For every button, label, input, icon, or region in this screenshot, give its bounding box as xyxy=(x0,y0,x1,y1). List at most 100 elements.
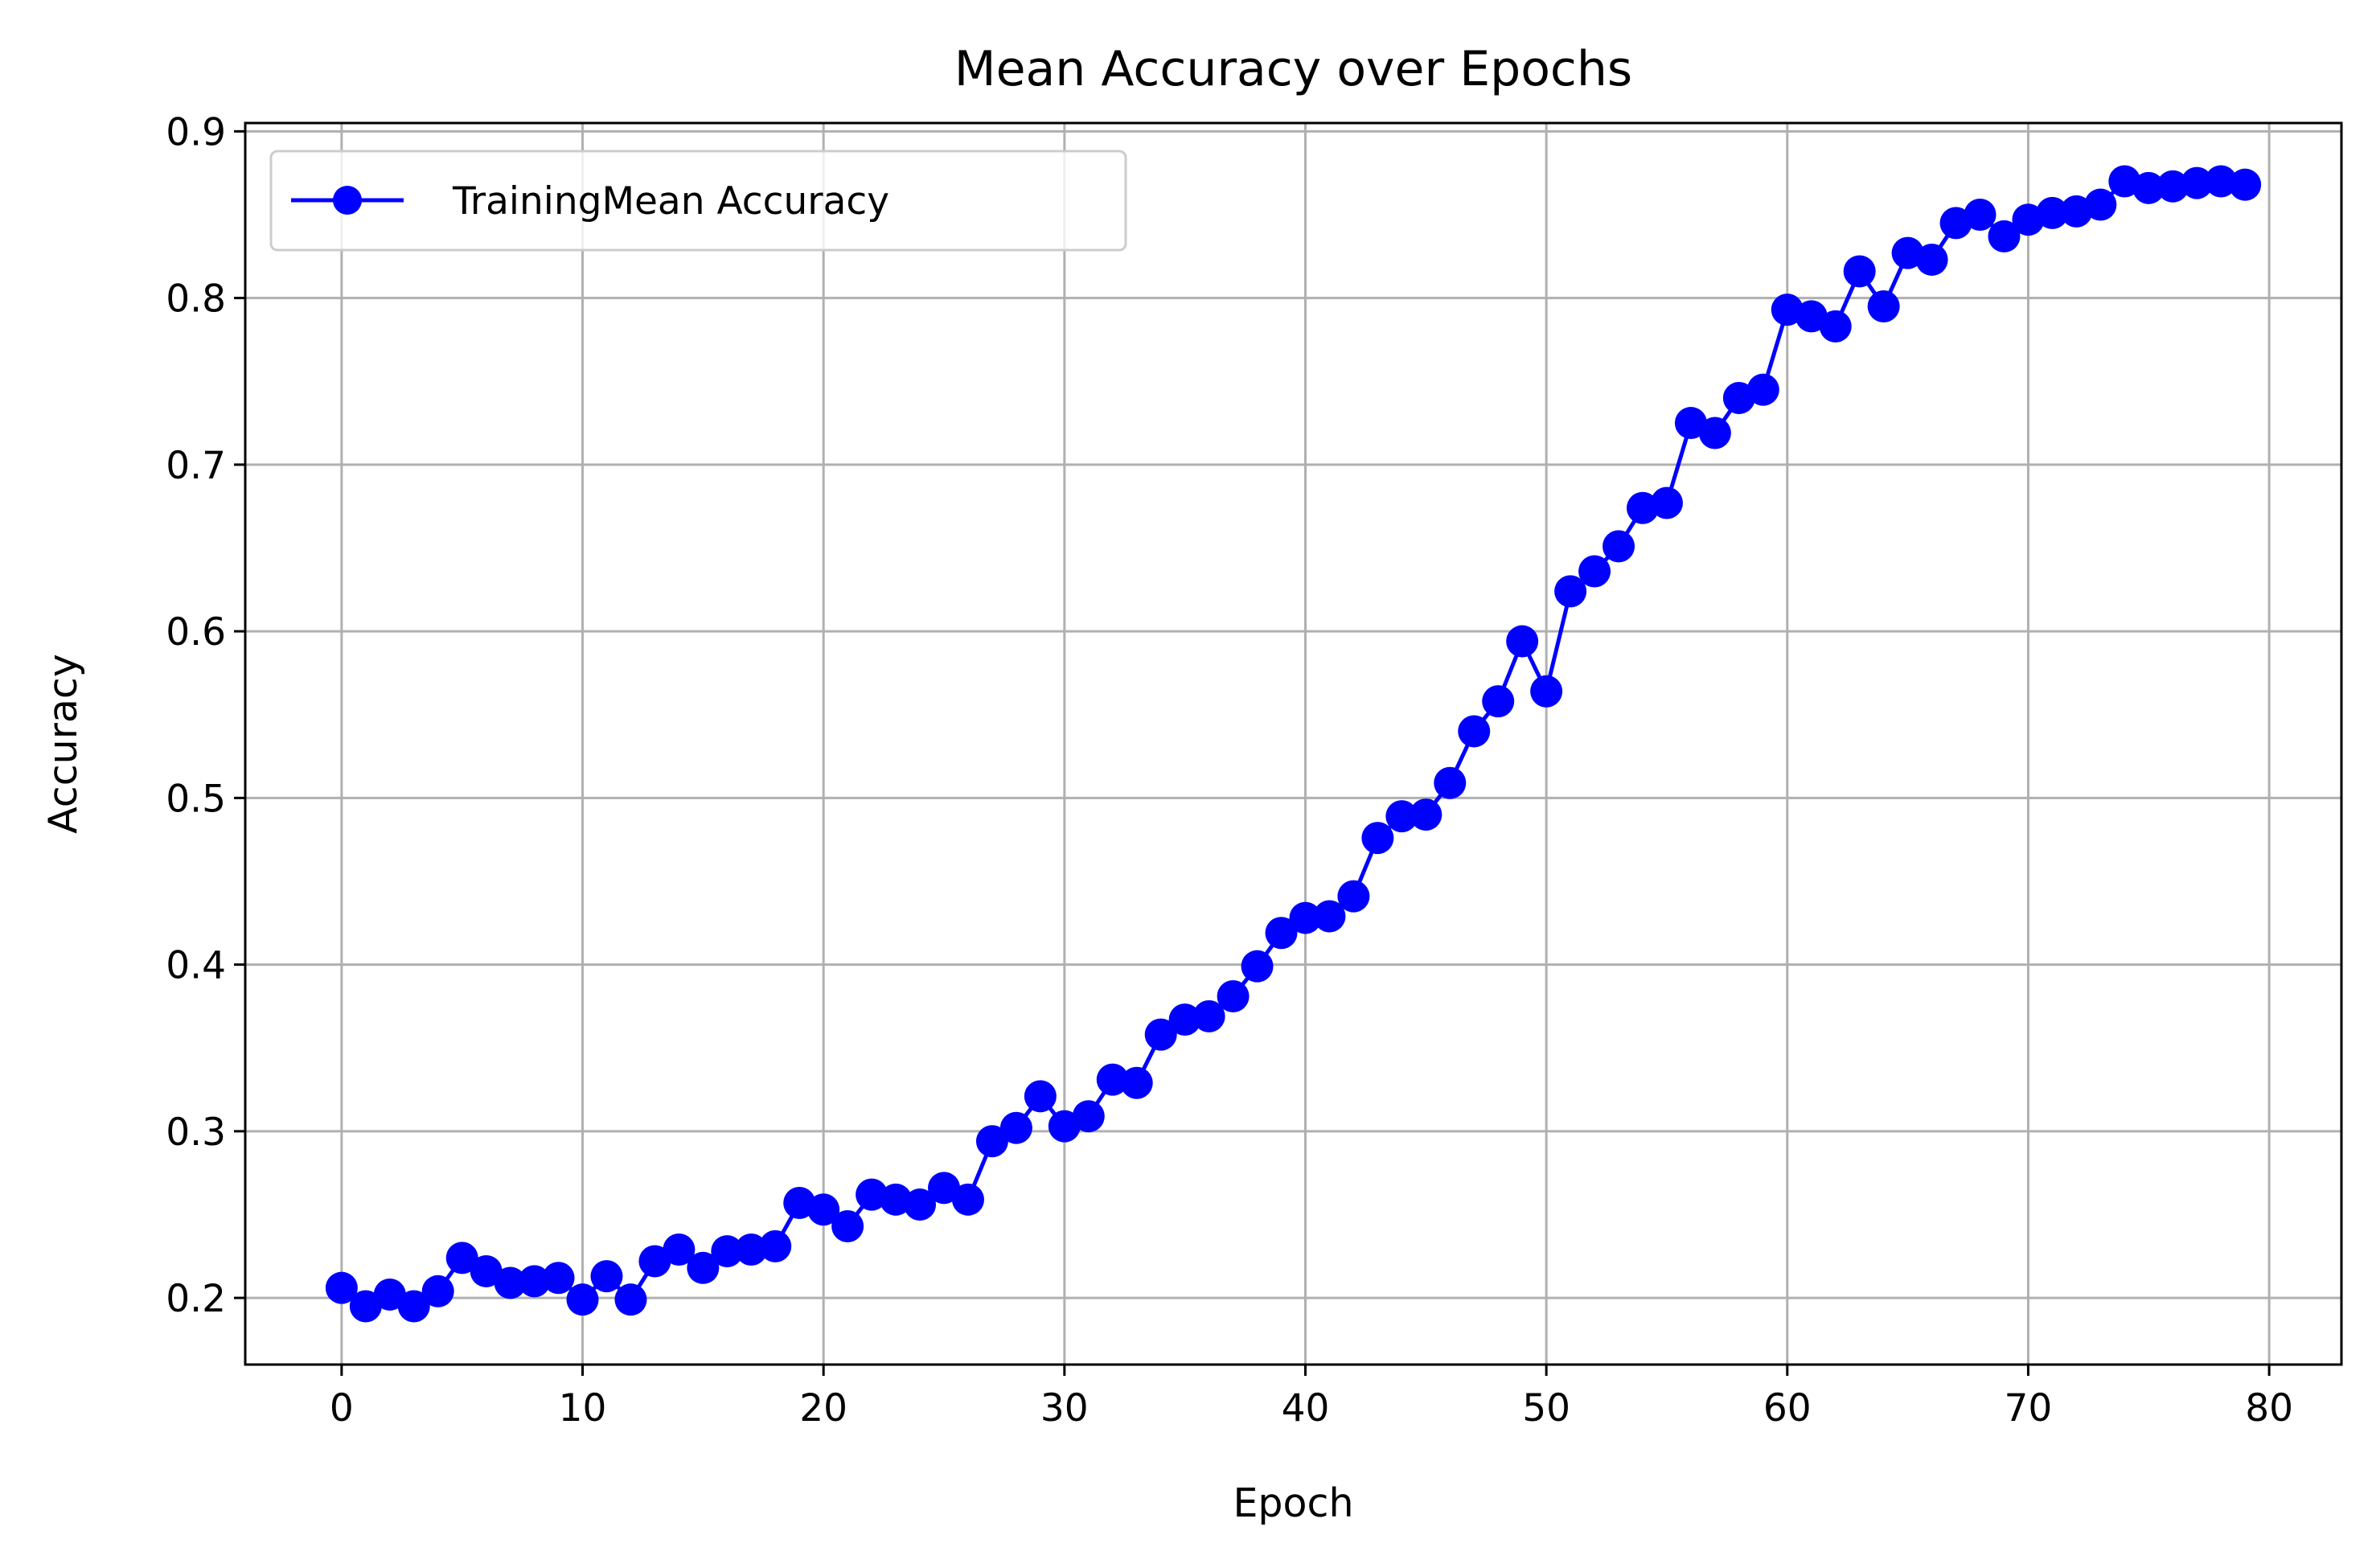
y-tick-label: 0.2 xyxy=(166,1277,226,1321)
y-tick-label: 0.9 xyxy=(166,110,226,154)
data-point xyxy=(1265,917,1298,950)
data-point xyxy=(1603,530,1635,563)
grid-lines xyxy=(245,123,2341,1365)
y-tick-label: 0.7 xyxy=(166,444,226,488)
legend-marker-icon xyxy=(333,186,362,215)
data-point xyxy=(1192,999,1225,1032)
data-series xyxy=(325,165,2262,1323)
data-point xyxy=(2060,195,2093,228)
data-point xyxy=(325,1271,358,1304)
y-tick-label: 0.4 xyxy=(166,944,226,988)
data-point xyxy=(1627,491,1659,524)
data-point xyxy=(1096,1063,1129,1096)
x-tick-label: 60 xyxy=(1763,1386,1812,1430)
data-point xyxy=(397,1290,430,1323)
axis-ticks: 0 10 20 30 40 50 60 70 80 0.2 0.3 0.4 0.5 0.6 0.7 0.8 0.… xyxy=(166,110,2293,1430)
data-point xyxy=(975,1125,1008,1158)
x-tick-label: 30 xyxy=(1040,1386,1089,1430)
plot-frame xyxy=(244,121,2343,1366)
data-point xyxy=(1530,675,1563,708)
data-point xyxy=(1578,555,1611,588)
data-point xyxy=(2157,170,2189,203)
data-point xyxy=(494,1266,527,1299)
data-point xyxy=(999,1111,1032,1144)
data-point xyxy=(783,1186,816,1219)
data-point xyxy=(1746,373,1779,406)
data-point xyxy=(2108,165,2141,198)
data-point xyxy=(373,1278,406,1311)
data-point xyxy=(687,1251,720,1284)
data-point xyxy=(1554,575,1587,608)
data-point xyxy=(518,1265,551,1298)
data-point xyxy=(1819,310,1852,343)
data-point xyxy=(470,1254,503,1287)
data-point xyxy=(1964,198,1997,231)
data-point xyxy=(1313,900,1346,933)
data-point xyxy=(1217,979,1250,1012)
x-tick-label: 10 xyxy=(559,1386,607,1430)
data-point xyxy=(1289,901,1322,934)
data-point xyxy=(951,1183,984,1216)
data-point xyxy=(1241,950,1274,983)
y-tick-label: 0.6 xyxy=(166,610,226,655)
data-point xyxy=(928,1172,960,1205)
legend: TrainingMean Accuracy xyxy=(269,150,1127,252)
x-tick-label: 70 xyxy=(2005,1386,2053,1430)
data-point xyxy=(1674,407,1707,440)
data-point xyxy=(1795,300,1828,333)
data-point xyxy=(831,1209,864,1242)
data-point xyxy=(1434,766,1467,799)
data-point xyxy=(1410,798,1442,831)
data-point xyxy=(638,1245,671,1278)
data-point xyxy=(1120,1066,1153,1099)
data-point xyxy=(349,1290,382,1323)
data-point xyxy=(1771,293,1804,326)
data-point xyxy=(1337,880,1370,913)
chart-title: Mean Accuracy over Epochs xyxy=(954,41,1632,97)
data-point xyxy=(614,1283,647,1316)
data-point xyxy=(445,1242,478,1275)
data-point xyxy=(711,1235,744,1268)
data-point xyxy=(1144,1018,1177,1051)
data-point xyxy=(1650,486,1683,519)
data-point xyxy=(904,1188,937,1221)
data-point xyxy=(590,1260,623,1293)
data-point xyxy=(2181,166,2214,199)
data-point xyxy=(1482,685,1515,718)
x-axis-label: Epoch xyxy=(1233,1480,1353,1526)
data-point xyxy=(2132,171,2165,204)
data-point xyxy=(1891,236,1924,269)
data-point xyxy=(1024,1080,1057,1113)
data-point xyxy=(1867,289,1900,322)
x-tick-label: 80 xyxy=(2245,1386,2293,1430)
data-point xyxy=(735,1233,768,1266)
data-point xyxy=(566,1283,599,1316)
data-point xyxy=(1385,800,1418,833)
legend-entry-label: TrainingMean Accuracy xyxy=(452,179,889,224)
data-point xyxy=(1458,715,1491,748)
data-point xyxy=(1915,243,1948,276)
data-point xyxy=(2229,168,2262,201)
data-point xyxy=(2205,165,2238,198)
data-point xyxy=(1168,1003,1201,1036)
x-tick-label: 50 xyxy=(1522,1386,1570,1430)
y-axis-label: Accuracy xyxy=(40,654,86,834)
data-point xyxy=(663,1233,696,1266)
data-point xyxy=(542,1262,575,1295)
y-tick-label: 0.3 xyxy=(166,1110,226,1155)
x-tick-label: 0 xyxy=(330,1386,354,1430)
data-point xyxy=(880,1183,913,1216)
data-point xyxy=(1361,822,1394,855)
x-tick-label: 40 xyxy=(1282,1386,1330,1430)
data-point xyxy=(2036,196,2069,229)
data-point xyxy=(2012,203,2045,236)
y-tick-label: 0.8 xyxy=(166,277,226,322)
x-tick-label: 20 xyxy=(799,1386,847,1430)
data-point xyxy=(1048,1110,1081,1143)
y-tick-label: 0.5 xyxy=(166,777,226,821)
data-point xyxy=(1843,255,1876,288)
data-point xyxy=(807,1193,840,1226)
data-point xyxy=(759,1229,792,1262)
data-point xyxy=(421,1275,454,1307)
